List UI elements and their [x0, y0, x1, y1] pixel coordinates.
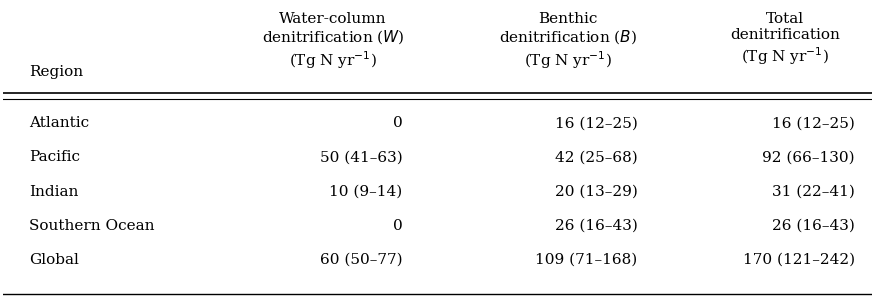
Text: Benthic
denitrification ($B$)
(Tg N yr$^{-1}$): Benthic denitrification ($B$) (Tg N yr$^… [499, 12, 637, 71]
Text: 31 (22–41): 31 (22–41) [772, 185, 855, 199]
Text: Pacific: Pacific [29, 151, 80, 165]
Text: 170 (121–242): 170 (121–242) [743, 253, 855, 267]
Text: 92 (66–130): 92 (66–130) [762, 151, 855, 165]
Text: 20 (13–29): 20 (13–29) [555, 185, 638, 199]
Text: Global: Global [29, 253, 79, 267]
Text: 0: 0 [393, 219, 402, 233]
Text: 26 (16–43): 26 (16–43) [555, 219, 638, 233]
Text: 0: 0 [393, 116, 402, 130]
Text: Indian: Indian [29, 185, 78, 199]
Text: 16 (12–25): 16 (12–25) [772, 116, 855, 130]
Text: 109 (71–168): 109 (71–168) [536, 253, 638, 267]
Text: 16 (12–25): 16 (12–25) [555, 116, 638, 130]
Text: Region: Region [29, 65, 83, 78]
Text: 42 (25–68): 42 (25–68) [555, 151, 638, 165]
Text: 50 (41–63): 50 (41–63) [320, 151, 402, 165]
Text: Total
denitrification
(Tg N yr$^{-1}$): Total denitrification (Tg N yr$^{-1}$) [731, 12, 840, 67]
Text: 10 (9–14): 10 (9–14) [330, 185, 402, 199]
Text: 26 (16–43): 26 (16–43) [772, 219, 855, 233]
Text: 60 (50–77): 60 (50–77) [320, 253, 402, 267]
Text: Water-column
denitrification ($W$)
(Tg N yr$^{-1}$): Water-column denitrification ($W$) (Tg N… [262, 12, 404, 71]
Text: Atlantic: Atlantic [29, 116, 89, 130]
Text: Southern Ocean: Southern Ocean [29, 219, 154, 233]
